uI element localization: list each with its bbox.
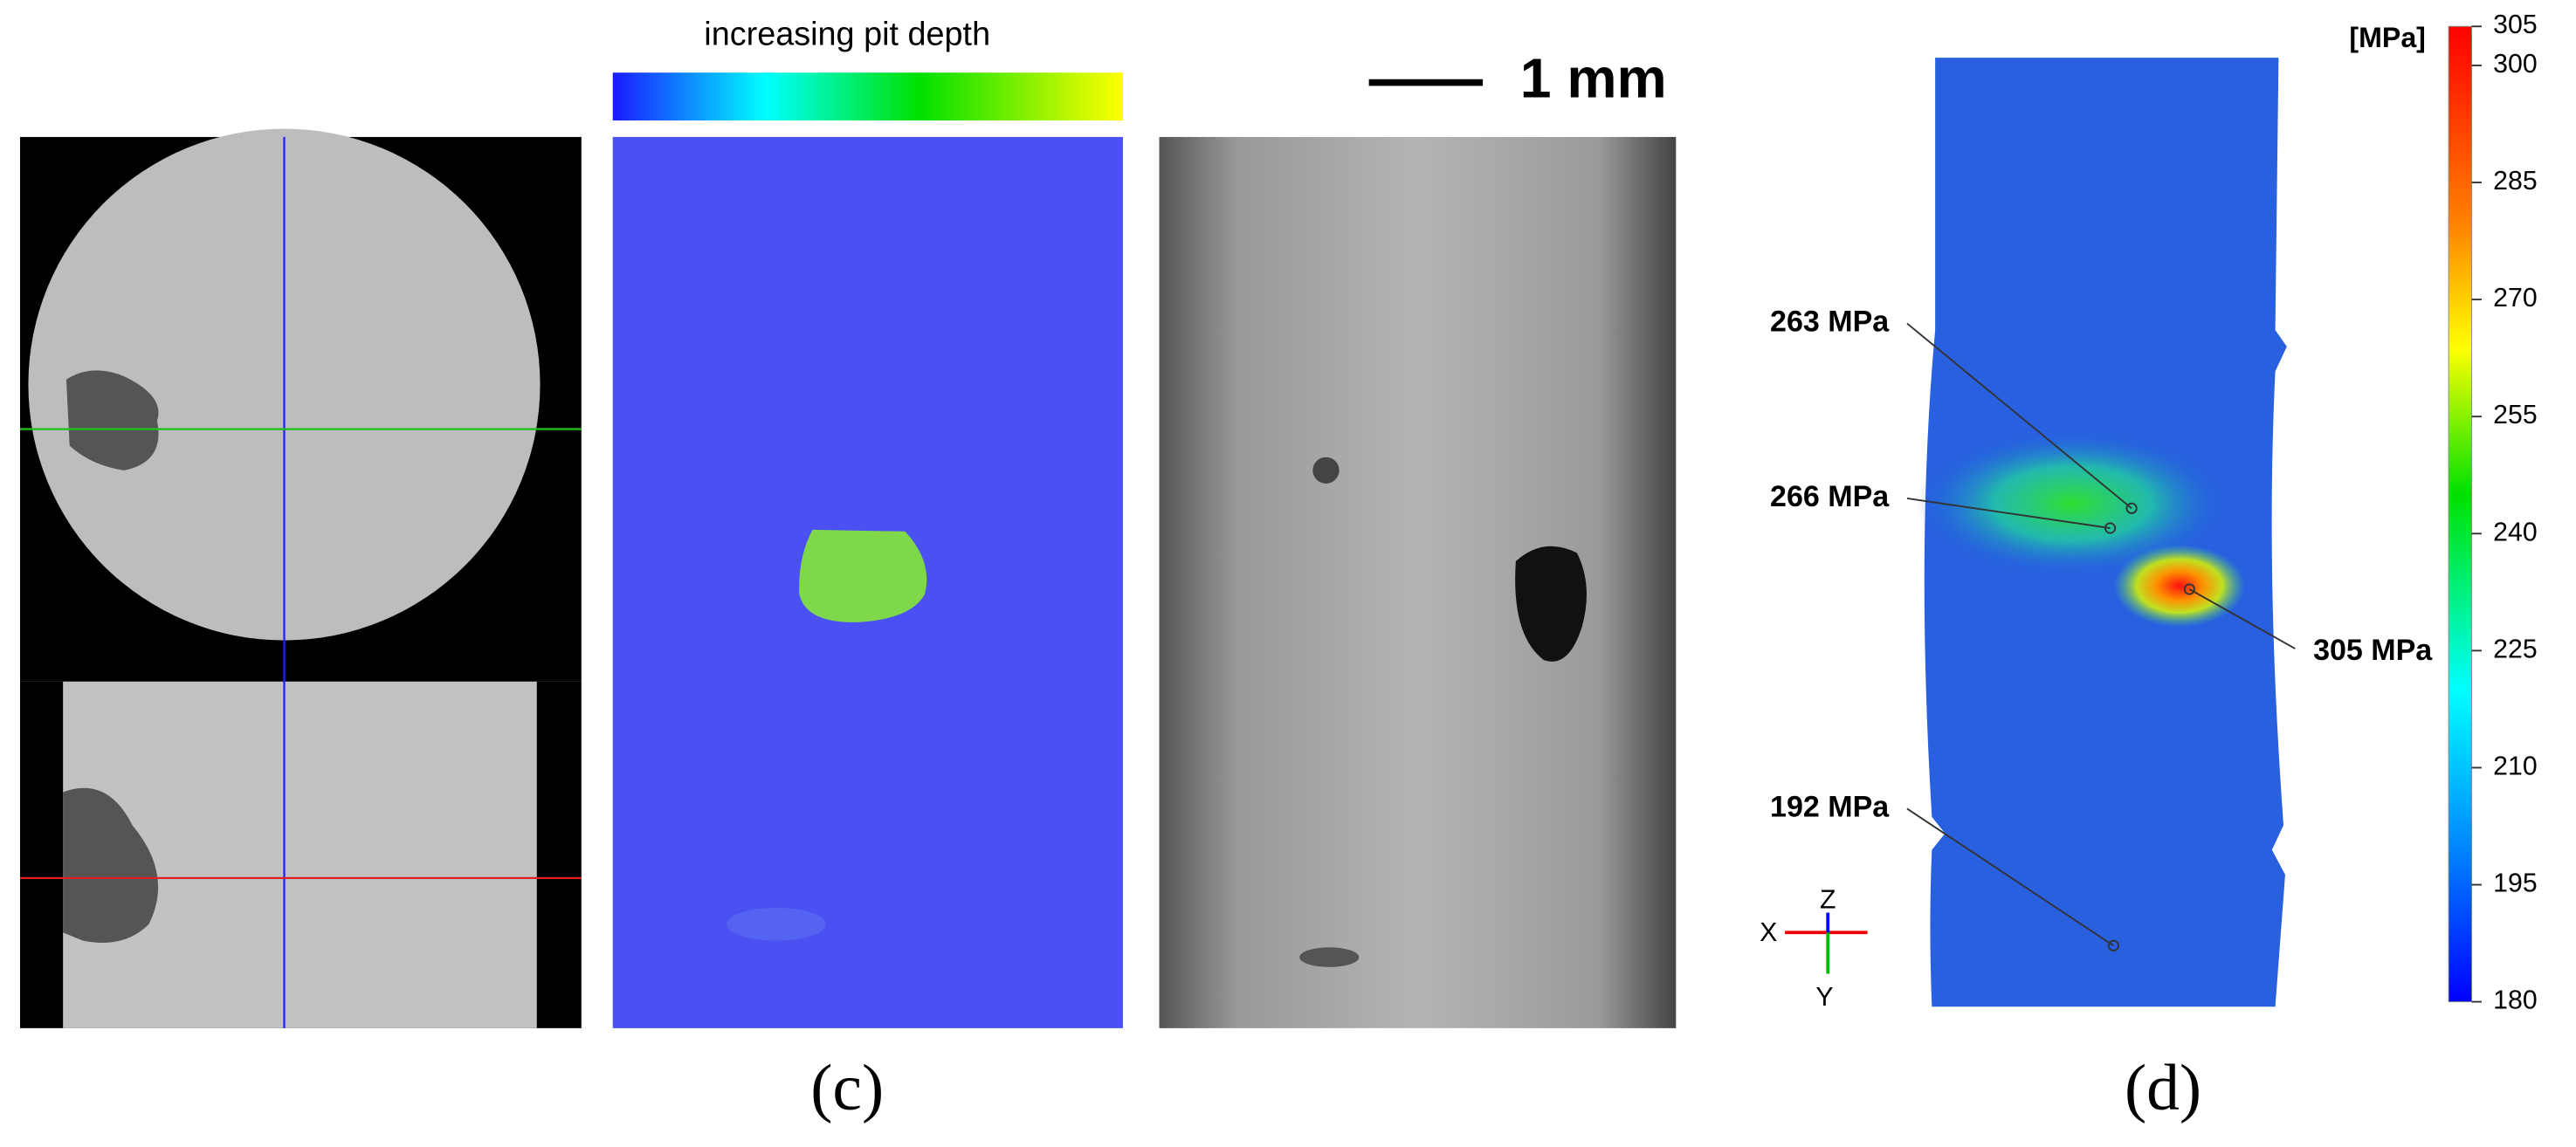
colorbar-tick-label: 305 bbox=[2493, 10, 2537, 39]
axis-label: X bbox=[1760, 918, 1777, 947]
colorbar-tick-label: 240 bbox=[2493, 518, 2537, 546]
colorbar-tick-label: 270 bbox=[2493, 284, 2537, 313]
colorbar-tick-label: 210 bbox=[2493, 752, 2537, 780]
colorbar-tick-label: 195 bbox=[2493, 869, 2537, 898]
caption: (d) bbox=[2125, 1052, 2201, 1124]
annotation: 266 MPa bbox=[1770, 480, 1890, 513]
annotation: 263 MPa bbox=[1770, 306, 1890, 339]
sem-image bbox=[1159, 136, 1677, 1028]
colorbar-tick-label: 255 bbox=[2493, 401, 2537, 429]
scale-bar-label: 1 mm bbox=[1520, 47, 1667, 110]
axis-triad: Z X Y bbox=[1760, 885, 1868, 1012]
depth-map: increasing pit depth bbox=[612, 17, 1123, 1028]
axis-label: Y bbox=[1815, 983, 1833, 1012]
caption: (c) bbox=[810, 1052, 884, 1124]
annotation: 192 MPa bbox=[1770, 790, 1890, 823]
colorbar-tick-label: 225 bbox=[2493, 635, 2537, 663]
colorbar: [MPa] 305 300 285 270 255 240 225 210 195 180 bbox=[2349, 10, 2537, 1014]
axis-label: Z bbox=[1820, 885, 1836, 914]
stress-map: 263 MPa 266 MPa 305 MPa 192 MPa bbox=[1770, 58, 2433, 1007]
colorbar-tick-label: 300 bbox=[2493, 50, 2537, 79]
colorbar-unit: [MPa] bbox=[2349, 22, 2425, 53]
ct-panel bbox=[19, 128, 582, 1028]
colorbar-tick-label: 180 bbox=[2493, 986, 2537, 1015]
colorbar-tick-label: 285 bbox=[2493, 167, 2537, 196]
scale-bar: 1 mm bbox=[1368, 47, 1667, 110]
legend-label: increasing pit depth bbox=[704, 17, 990, 53]
annotation: 305 MPa bbox=[2313, 634, 2433, 667]
